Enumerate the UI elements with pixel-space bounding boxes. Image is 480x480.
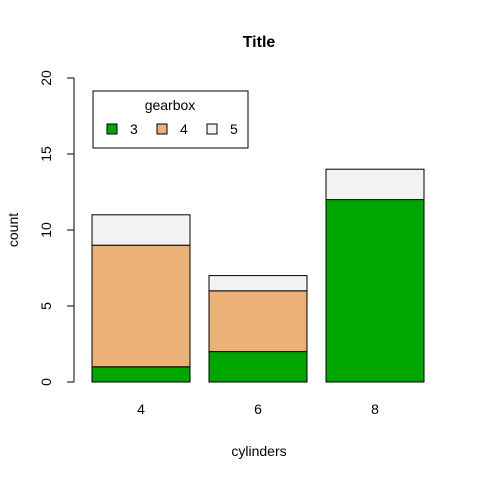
chart-title: Title: [243, 34, 276, 51]
bar-6-gear-5: [208, 275, 308, 292]
y-tick-label: 20: [38, 70, 54, 86]
legend-title: gearbox: [145, 97, 196, 113]
bar-4-gear-5: [91, 214, 191, 246]
bar-8-gear-5: [325, 168, 425, 201]
bars: [91, 168, 425, 383]
bar-6-gear-4: [208, 290, 308, 353]
y-tick-label: 15: [38, 146, 54, 162]
bar-8-gear-3: [325, 199, 425, 383]
bar-4-gear-3: [91, 366, 191, 383]
y-axis-label: count: [5, 213, 21, 247]
bar-4-gear-4: [91, 244, 191, 368]
legend-label-4: 4: [180, 121, 188, 137]
legend-box: [92, 90, 249, 149]
y-axis: 0 5 10 15 20: [38, 70, 75, 386]
x-tick-labels: 4 6 8: [137, 401, 379, 417]
legend-label-5: 5: [230, 121, 238, 137]
x-tick-label: 6: [254, 401, 262, 417]
x-tick-label: 8: [371, 401, 379, 417]
legend-swatch-5: [206, 123, 218, 135]
legend-swatch-4: [156, 123, 168, 135]
y-tick-label: 10: [38, 222, 54, 238]
legend-label-3: 3: [130, 121, 138, 137]
y-tick-label: 0: [38, 378, 54, 386]
x-axis-label: cylinders: [231, 443, 286, 459]
y-tick-label: 5: [38, 302, 54, 310]
legend: gearbox 3 4 5: [92, 90, 249, 149]
x-tick-label: 4: [137, 401, 145, 417]
bar-6-gear-3: [208, 351, 308, 383]
legend-swatch-3: [106, 123, 118, 135]
